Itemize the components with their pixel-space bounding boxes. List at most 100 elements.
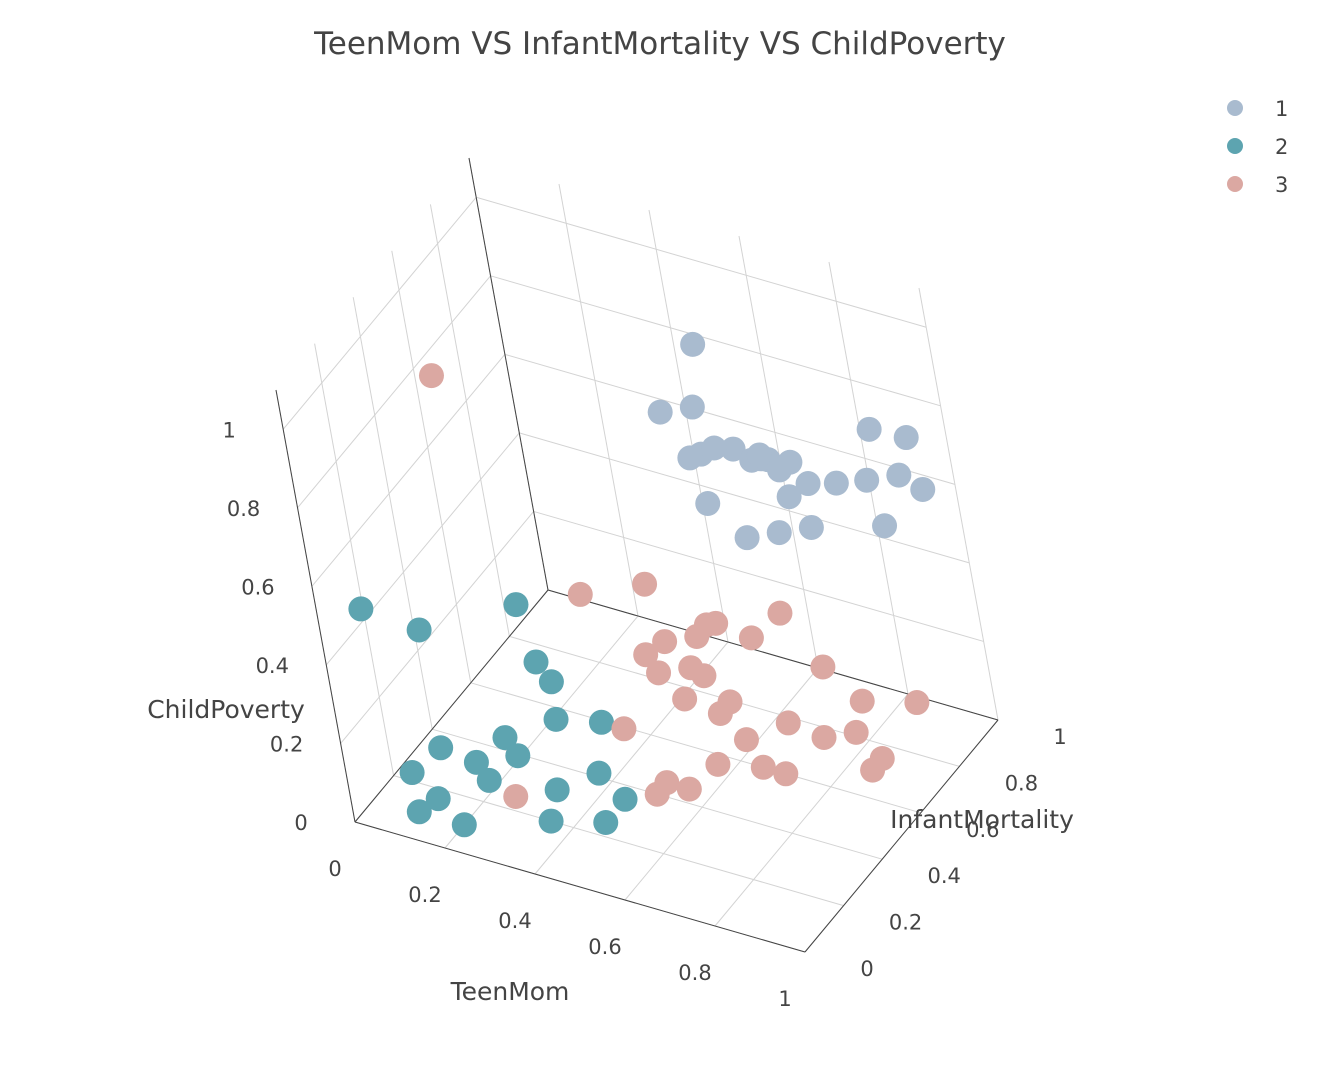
data-point-series-3[interactable]	[418, 363, 444, 389]
data-point-series-1[interactable]	[886, 462, 912, 488]
z-tick-label: 1	[222, 418, 235, 442]
z-tick-label: 0.8	[227, 497, 260, 521]
data-point-series-3[interactable]	[843, 719, 869, 745]
data-point-series-3[interactable]	[705, 751, 731, 777]
data-point-series-3[interactable]	[849, 688, 875, 714]
data-point-series-2[interactable]	[492, 725, 518, 751]
data-point-series-3[interactable]	[684, 623, 710, 649]
data-point-series-2[interactable]	[505, 743, 531, 769]
data-point-series-1[interactable]	[734, 525, 760, 551]
x-tick-label: 0.8	[678, 961, 711, 985]
data-point-series-2[interactable]	[612, 786, 638, 812]
data-point-series-2[interactable]	[451, 812, 477, 838]
data-point-series-3[interactable]	[503, 784, 529, 809]
data-point-series-2[interactable]	[523, 649, 549, 675]
data-point-series-1[interactable]	[854, 467, 880, 493]
data-point-series-3[interactable]	[678, 655, 704, 681]
back-wall-gridline	[476, 196, 927, 328]
data-point-series-1[interactable]	[720, 436, 746, 462]
data-point-series-2[interactable]	[543, 706, 569, 732]
data-point-series-2[interactable]	[588, 709, 614, 735]
data-point-series-2[interactable]	[399, 760, 425, 786]
back-wall-gridline	[533, 510, 984, 642]
data-point-series-3[interactable]	[567, 581, 593, 607]
data-point-series-3[interactable]	[775, 710, 801, 736]
data-point-series-3[interactable]	[676, 776, 702, 802]
legend-item-1[interactable]: 1	[1227, 97, 1288, 121]
data-point-series-2[interactable]	[476, 767, 502, 793]
data-point-series-1[interactable]	[767, 457, 793, 483]
y-tick-label: 0.4	[927, 864, 960, 888]
z-axis-line	[275, 389, 356, 823]
data-point-series-3[interactable]	[750, 754, 776, 780]
data-point-series-3[interactable]	[707, 700, 733, 726]
data-point-series-1[interactable]	[746, 442, 772, 468]
back-wall-gridline	[738, 235, 819, 669]
data-point-series-3[interactable]	[773, 761, 799, 787]
back-wall-gridline	[519, 432, 970, 564]
data-point-series-3[interactable]	[810, 654, 836, 680]
data-point-series-2[interactable]	[538, 808, 564, 834]
data-point-series-1[interactable]	[798, 514, 824, 540]
x-axis-line	[354, 821, 806, 953]
data-point-series-1[interactable]	[910, 476, 936, 502]
data-point-series-1[interactable]	[893, 425, 919, 451]
legend-item-3[interactable]: 3	[1227, 173, 1288, 197]
data-point-series-2[interactable]	[406, 799, 432, 825]
data-point-series-1[interactable]	[872, 513, 898, 539]
data-point-series-1[interactable]	[856, 416, 882, 442]
data-point-series-3[interactable]	[644, 781, 670, 807]
data-point-series-1[interactable]	[701, 435, 727, 461]
z-tick-label: 0	[294, 811, 307, 835]
left-wall-gridline	[311, 354, 506, 587]
data-point-series-3[interactable]	[733, 727, 759, 753]
legend-item-2[interactable]: 2	[1227, 135, 1288, 159]
data-point-series-2[interactable]	[538, 669, 564, 695]
chart-title: TeenMom VS InfantMortality VS ChildPover…	[313, 26, 1006, 62]
data-point-series-3[interactable]	[904, 690, 930, 716]
data-point-series-1[interactable]	[680, 331, 706, 357]
y-tick-label: 0.8	[1005, 771, 1038, 795]
data-point-series-2[interactable]	[406, 617, 432, 643]
data-point-series-2[interactable]	[586, 760, 612, 786]
y-tick-label: 1	[1053, 725, 1066, 749]
data-point-series-3[interactable]	[767, 600, 793, 626]
data-point-series-1[interactable]	[766, 520, 792, 546]
data-point-series-2[interactable]	[593, 810, 619, 835]
left-wall-gridline	[340, 511, 535, 744]
data-point-series-1[interactable]	[695, 491, 721, 516]
data-point-series-2[interactable]	[348, 596, 374, 622]
data-point-series-2[interactable]	[425, 786, 451, 812]
data-point-series-3[interactable]	[811, 724, 837, 750]
data-point-series-1[interactable]	[795, 471, 821, 497]
data-point-series-1[interactable]	[677, 445, 703, 471]
data-point-series-1[interactable]	[647, 399, 673, 425]
legend-label: 3	[1275, 173, 1288, 197]
x-tick-label: 0	[328, 857, 341, 881]
z-tick-label: 0.6	[241, 575, 274, 599]
left-wall-gridline	[297, 275, 491, 509]
data-point-series-3[interactable]	[633, 642, 659, 668]
back-wall-gridline	[918, 287, 999, 721]
legend-marker	[1227, 100, 1243, 116]
data-point-series-3[interactable]	[611, 716, 637, 742]
data-point-series-3[interactable]	[652, 629, 678, 655]
data-point-series-2[interactable]	[463, 749, 489, 775]
y-tick-label: 0	[860, 957, 873, 981]
data-point-series-3[interactable]	[672, 686, 698, 712]
data-point-series-2[interactable]	[428, 735, 454, 761]
data-point-series-3[interactable]	[646, 660, 672, 686]
data-point-series-1[interactable]	[776, 484, 802, 510]
data-point-series-3[interactable]	[738, 625, 764, 651]
data-point-series-2[interactable]	[544, 777, 570, 803]
z-tick-label: 0.2	[270, 732, 303, 756]
data-point-series-1[interactable]	[679, 394, 705, 420]
y-tick-label: 0.6	[966, 818, 999, 842]
data-point-series-2[interactable]	[503, 592, 529, 618]
data-point-series-3[interactable]	[632, 571, 658, 597]
data-point-series-1[interactable]	[823, 470, 849, 496]
z-edge-line	[468, 157, 549, 591]
data-point-series-3[interactable]	[860, 757, 886, 783]
data-point-series-3[interactable]	[703, 610, 729, 636]
floor-gridline	[714, 693, 909, 927]
